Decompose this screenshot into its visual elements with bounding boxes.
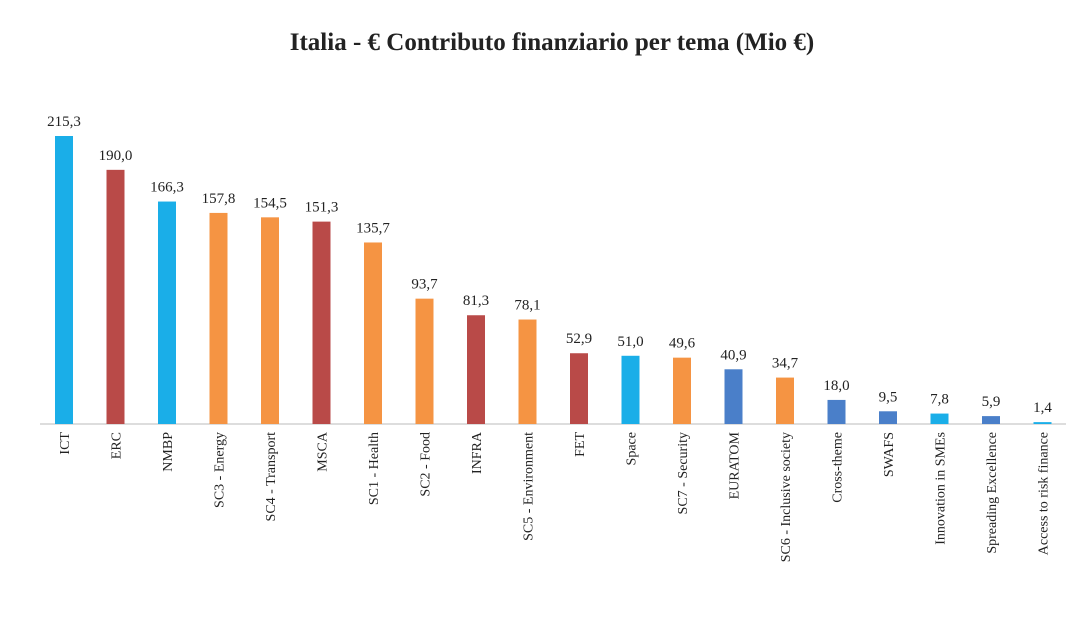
bar xyxy=(930,413,949,424)
x-tick-label: SWAFS xyxy=(882,432,897,477)
value-label: 18,0 xyxy=(823,378,849,394)
value-label: 154,5 xyxy=(253,195,287,211)
value-label: 215,3 xyxy=(47,114,81,130)
chart-title: Italia - € Contributo finanziario per te… xyxy=(290,29,814,56)
bar xyxy=(982,416,1000,424)
x-tick-label: SC4 - Transport xyxy=(264,432,279,522)
value-label: 1,4 xyxy=(1033,400,1052,416)
bar xyxy=(55,136,73,424)
bar xyxy=(312,221,331,424)
bar xyxy=(364,242,382,424)
x-tick-label: Innovation in SMEs xyxy=(934,432,949,545)
bar xyxy=(209,212,228,424)
x-tick-label: SC6 - Inclusive society xyxy=(779,432,794,562)
x-tick-label: NMBP xyxy=(161,432,176,472)
bar xyxy=(673,357,691,424)
value-label: 9,5 xyxy=(879,389,898,405)
bar xyxy=(467,315,485,424)
value-label: 190,0 xyxy=(99,148,133,164)
bar xyxy=(827,399,846,424)
value-label: 51,0 xyxy=(617,334,643,350)
bar xyxy=(415,298,434,424)
x-tick-label: Access to risk finance xyxy=(1037,432,1052,555)
value-label: 81,3 xyxy=(463,293,489,309)
x-tick-label: SC2 - Food xyxy=(419,432,434,497)
value-label: 151,3 xyxy=(305,200,339,216)
value-label: 78,1 xyxy=(514,298,540,314)
x-tick-label: ICT xyxy=(58,432,73,455)
value-label: 5,9 xyxy=(982,394,1001,410)
bar xyxy=(570,353,588,424)
value-label: 166,3 xyxy=(150,180,184,196)
bar xyxy=(158,201,176,424)
x-tick-label: MSCA xyxy=(316,431,331,472)
x-tick-label: SC7 - Security xyxy=(676,432,691,514)
value-label: 52,9 xyxy=(566,331,592,347)
value-label: 7,8 xyxy=(930,392,949,408)
bar xyxy=(776,377,794,424)
x-tick-label: Space xyxy=(625,432,640,465)
value-label: 40,9 xyxy=(720,347,746,363)
bar xyxy=(621,355,640,424)
x-tick-label: ERC xyxy=(110,432,125,459)
x-tick-label: SC3 - Energy xyxy=(213,432,228,508)
x-tick-label: INFRA xyxy=(470,431,485,474)
x-tick-label: EURATOM xyxy=(728,431,743,499)
bar xyxy=(879,411,897,424)
bar xyxy=(106,169,125,424)
bar xyxy=(518,319,537,424)
value-label: 34,7 xyxy=(772,356,799,372)
bar xyxy=(724,369,743,424)
bar xyxy=(261,217,279,424)
value-label: 49,6 xyxy=(669,336,696,352)
value-label: 135,7 xyxy=(356,220,390,236)
x-tick-label: SC1 - Health xyxy=(367,432,382,505)
x-tick-label: Spreading Excellence xyxy=(985,432,1000,554)
value-label: 157,8 xyxy=(202,191,236,207)
bar xyxy=(1033,422,1052,424)
x-tick-label: FET xyxy=(573,432,588,457)
value-label: 93,7 xyxy=(411,277,438,293)
x-tick-label: Cross-theme xyxy=(831,432,846,503)
x-tick-label: SC5 - Environment xyxy=(522,432,537,541)
